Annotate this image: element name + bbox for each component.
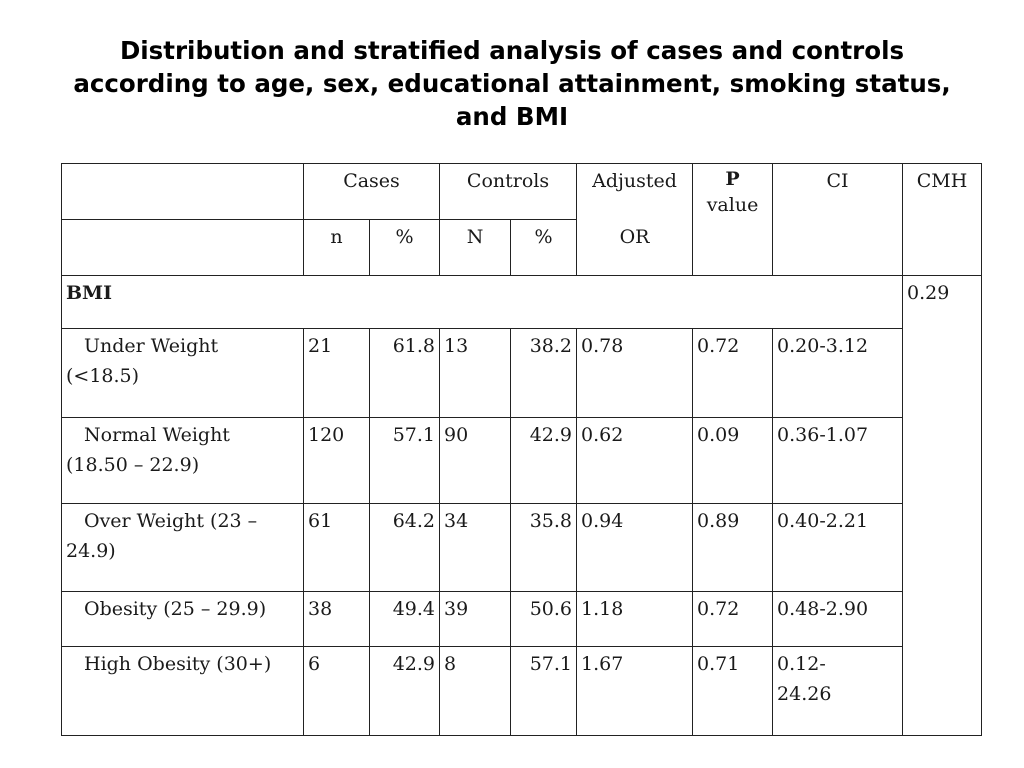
slide-title: Distribution and stratified analysis of … (40, 34, 984, 133)
title-line-3: and BMI (455, 102, 569, 131)
title-line-2: according to age, sex, educational attai… (73, 69, 951, 98)
row-label-line2: 24.9) (66, 540, 116, 562)
table-row: High Obesity (30+) 6 42.9 8 57.1 1.67 0.… (61, 646, 982, 736)
cell-ci: 0.12- 24.26 (772, 646, 904, 736)
cell-ci: 0.20-3.12 (772, 328, 904, 418)
cell-p: 0.71 (692, 646, 774, 736)
title-line-1: Distribution and stratified analysis of … (119, 36, 905, 65)
cell-N: 90 (439, 417, 511, 504)
row-label-line1: Under Weight (84, 335, 219, 357)
cell-pct2: 57.1 (509, 646, 578, 736)
cell-N: 34 (439, 503, 511, 592)
cell-pct2: 38.2 (509, 328, 578, 418)
row-label-line1: Over Weight (23 – (84, 510, 258, 532)
cell-pct2: 42.9 (509, 417, 578, 504)
cmh-value: 0.29 (902, 275, 983, 736)
cell-ci: 0.36-1.07 (772, 417, 904, 504)
header-blank (61, 163, 304, 220)
cell-n: 21 (303, 328, 370, 418)
cell-p: 0.09 (692, 417, 774, 504)
section-label: BMI (60, 275, 904, 329)
table-row: Normal Weight (18.50 – 22.9) 120 57.1 90… (61, 417, 982, 504)
header-blank-2 (61, 219, 304, 276)
header-adjusted-or: Adjusted OR (576, 163, 694, 276)
header-ci: CI (772, 163, 904, 276)
cell-n: 61 (303, 503, 370, 592)
header-p-value: P value (692, 163, 774, 276)
header-pct-cases: % (369, 219, 440, 276)
cell-pct: 61.8 (369, 328, 440, 418)
header-cases: Cases (303, 163, 440, 220)
cell-p: 0.72 (692, 591, 774, 647)
cell-N: 8 (439, 646, 511, 736)
row-label: Obesity (25 – 29.9) (61, 591, 304, 647)
header-or: OR (619, 226, 650, 248)
header-value: value (706, 194, 759, 216)
row-label-line2: (<18.5) (66, 365, 140, 387)
cell-N: 13 (439, 328, 511, 418)
cell-pct2: 35.8 (509, 503, 578, 592)
table-row: Under Weight (<18.5) 21 61.8 13 38.2 0.7… (61, 328, 982, 418)
cell-or: 1.18 (576, 591, 694, 647)
header-pct-controls: % (509, 219, 578, 276)
row-label-line1: Normal Weight (84, 424, 230, 446)
row-label-line2: (18.50 – 22.9) (66, 454, 200, 476)
cell-or: 0.78 (576, 328, 694, 418)
cell-n: 6 (303, 646, 370, 736)
cell-ci: 0.48-2.90 (772, 591, 904, 647)
table-row: Over Weight (23 – 24.9) 61 64.2 34 35.8 … (61, 503, 982, 592)
cell-n: 38 (303, 591, 370, 647)
section-row-bmi: BMI 0.29 (60, 275, 983, 736)
cell-pct: 57.1 (369, 417, 440, 504)
row-label: Over Weight (23 – 24.9) (61, 503, 304, 592)
row-label: Normal Weight (18.50 – 22.9) (61, 417, 304, 504)
table-row: Obesity (25 – 29.9) 38 49.4 39 50.6 1.18… (61, 591, 982, 647)
cell-pct: 42.9 (369, 646, 440, 736)
cell-pct: 49.4 (369, 591, 440, 647)
header-cmh: CMH (902, 163, 983, 276)
row-label-line1: Obesity (25 – 29.9) (84, 598, 267, 620)
header-n-controls: N (439, 219, 511, 276)
cell-n: 120 (303, 417, 370, 504)
cell-or: 0.62 (576, 417, 694, 504)
cell-or: 1.67 (576, 646, 694, 736)
row-label-line1: High Obesity (30+) (84, 653, 272, 675)
cell-p: 0.89 (692, 503, 774, 592)
cell-ci-line1: 0.12- (777, 653, 826, 675)
row-label: High Obesity (30+) (61, 646, 304, 736)
header-p: P (725, 168, 740, 190)
header-n-cases: n (303, 219, 370, 276)
cell-pct2: 50.6 (509, 591, 578, 647)
cell-pct: 64.2 (369, 503, 440, 592)
header-adjusted: Adjusted (592, 170, 677, 192)
cell-ci-line2: 24.26 (777, 683, 832, 705)
header-controls: Controls (438, 163, 578, 220)
cell-or: 0.94 (576, 503, 694, 592)
row-label: Under Weight (<18.5) (61, 328, 304, 418)
header-row-1: Cases Controls Adjusted OR P value CI CM… (61, 163, 983, 276)
cell-N: 39 (439, 591, 511, 647)
cell-p: 0.72 (692, 328, 774, 418)
bmi-table: Cases Controls Adjusted OR P value CI CM… (60, 163, 983, 736)
cell-ci: 0.40-2.21 (772, 503, 904, 592)
